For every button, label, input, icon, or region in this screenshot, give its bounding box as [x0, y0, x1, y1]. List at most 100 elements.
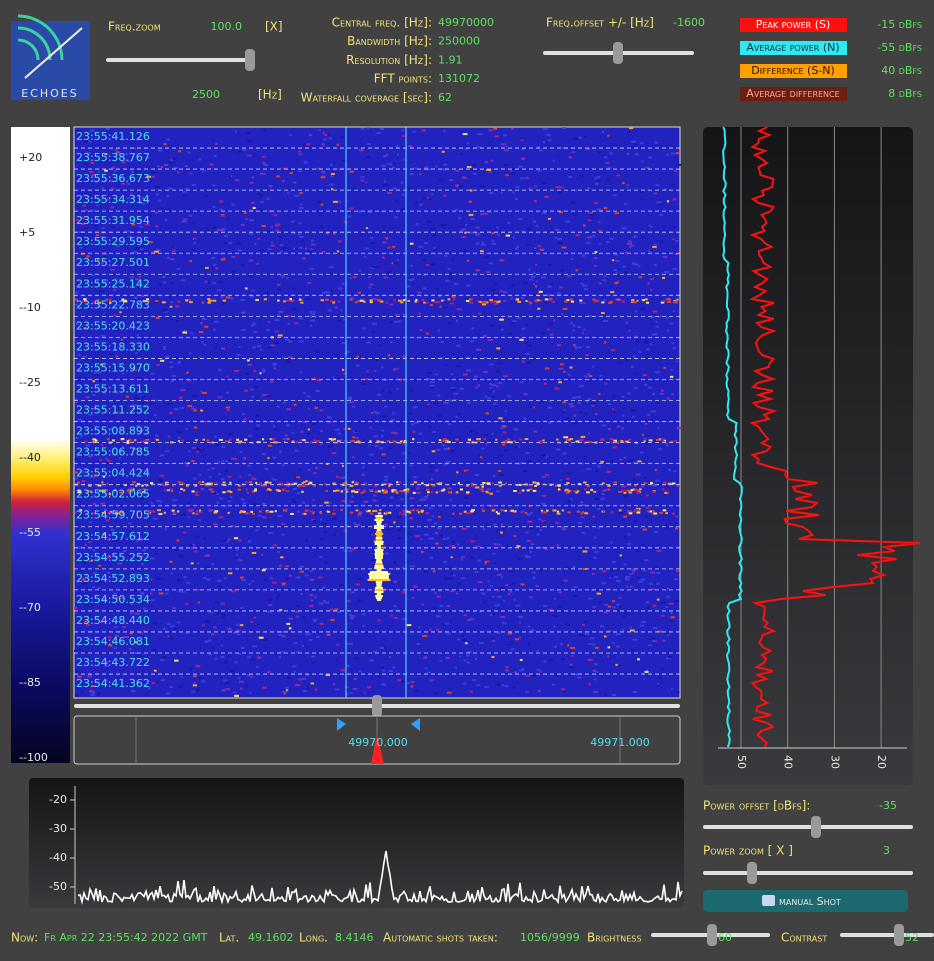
noise-dot — [467, 618, 472, 621]
noise-dot — [552, 683, 555, 686]
meteor-echo — [374, 533, 384, 535]
slider-knob[interactable] — [894, 924, 904, 946]
noise-dot — [602, 319, 608, 322]
noise-dot — [542, 439, 545, 442]
noise-dot — [324, 561, 328, 564]
noise-dot — [657, 315, 661, 318]
noise-dot — [121, 182, 125, 185]
noise-dot — [277, 594, 281, 597]
noise-dot — [165, 450, 170, 453]
noise-dot — [596, 592, 602, 595]
noise-dot — [551, 300, 556, 303]
noise-dot — [431, 450, 436, 453]
noise-dot — [540, 400, 544, 403]
noise-dot — [668, 602, 674, 605]
noise-dot — [500, 191, 503, 194]
noise-dot — [610, 410, 615, 413]
noise-dot — [293, 247, 296, 250]
noise-dot — [131, 440, 135, 443]
noise-dot — [410, 509, 413, 512]
noise-dot — [517, 557, 523, 560]
noise-dot — [579, 299, 583, 302]
noise-dot — [392, 245, 396, 248]
noise-dot — [239, 624, 244, 627]
noise-dot — [528, 405, 533, 408]
noise-dot — [423, 301, 426, 304]
slider-knob[interactable] — [747, 862, 757, 884]
noise-dot — [282, 180, 286, 183]
noise-dot — [504, 163, 509, 166]
noise-dot — [648, 250, 651, 253]
noise-dot — [135, 170, 141, 173]
slider-knob[interactable] — [245, 49, 255, 71]
noise-dot — [203, 343, 207, 346]
noise-dot — [83, 194, 87, 197]
noise-dot — [381, 546, 387, 549]
noise-dot — [178, 685, 183, 688]
noise-dot — [214, 346, 217, 349]
noise-dot — [511, 173, 516, 176]
noise-dot — [151, 681, 156, 684]
noise-dot — [598, 209, 603, 212]
noise-dot — [514, 428, 519, 431]
noise-dot — [183, 330, 187, 333]
noise-dot — [407, 299, 411, 302]
noise-dot — [474, 232, 480, 235]
noise-dot — [345, 693, 349, 696]
noise-dot — [326, 510, 329, 513]
noise-dot — [647, 413, 651, 416]
noise-dot — [609, 152, 614, 155]
noise-dot — [310, 243, 316, 246]
noise-dot — [324, 483, 328, 486]
manual-shot-button[interactable] — [703, 890, 908, 912]
noise-dot — [333, 438, 336, 441]
noise-dot — [283, 692, 286, 695]
noise-dot — [439, 605, 444, 608]
noise-dot — [603, 207, 608, 210]
noise-dot — [101, 227, 105, 230]
slider-knob[interactable] — [707, 924, 717, 946]
noise-dot — [490, 289, 496, 292]
slider-knob[interactable] — [372, 695, 382, 717]
noise-dot — [256, 262, 259, 265]
noise-dot — [315, 350, 319, 353]
noise-dot — [402, 511, 407, 514]
noise-dot — [536, 533, 541, 536]
noise-dot — [109, 298, 112, 301]
noise-dot — [676, 691, 680, 694]
noise-dot — [87, 413, 93, 416]
noise-dot — [390, 341, 393, 344]
param-value: 49970000 — [438, 16, 494, 29]
noise-dot — [439, 660, 443, 663]
noise-dot — [587, 658, 593, 661]
noise-dot — [665, 442, 669, 445]
noise-dot — [244, 438, 248, 441]
noise-dot — [625, 358, 629, 361]
noise-dot — [667, 299, 671, 302]
noise-dot — [354, 301, 358, 304]
noise-dot — [300, 524, 304, 527]
noise-dot — [267, 444, 273, 447]
noise-dot — [611, 395, 615, 398]
noise-dot — [178, 547, 184, 550]
noise-dot — [595, 589, 599, 592]
slider-knob[interactable] — [613, 42, 623, 64]
noise-dot — [215, 443, 219, 446]
manual-shot-label[interactable]: manual Shot — [779, 895, 841, 908]
slider-knob[interactable] — [811, 816, 821, 838]
noise-dot — [157, 149, 163, 152]
noise-dot — [74, 216, 80, 219]
noise-dot — [177, 590, 182, 593]
noise-dot — [601, 424, 607, 427]
noise-dot — [293, 181, 297, 184]
noise-dot — [193, 675, 197, 678]
noise-dot — [155, 186, 161, 189]
noise-dot — [245, 372, 250, 375]
noise-dot — [267, 248, 272, 251]
noise-dot — [497, 631, 501, 634]
noise-dot — [126, 490, 130, 493]
noise-dot — [192, 684, 198, 687]
noise-dot — [466, 484, 469, 487]
noise-dot — [176, 621, 181, 624]
color-scale — [11, 127, 70, 763]
